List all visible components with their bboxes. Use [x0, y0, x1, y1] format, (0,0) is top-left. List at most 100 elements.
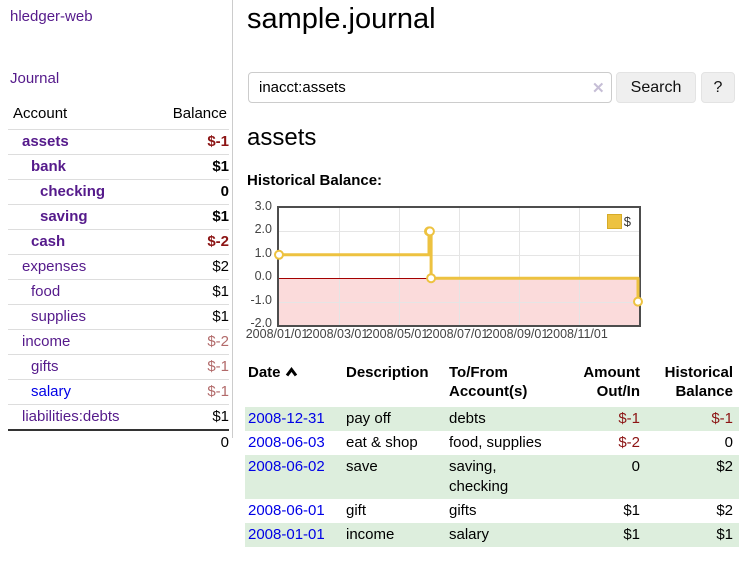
account-row: expenses $2 — [8, 254, 229, 280]
register-row: 2008-12-31 pay off debts $-1 $-1 — [245, 407, 739, 431]
accounts-total-value: 0 — [154, 429, 229, 455]
column-header-accounts: To/From Account(s) — [449, 364, 528, 400]
y-tick-label: -2.0 — [250, 316, 272, 330]
register-accounts: debts — [449, 410, 486, 427]
x-tick-label: 2008/01/01 — [245, 327, 309, 341]
column-header-date-label: Date — [248, 364, 281, 381]
register-amount: $-1 — [618, 410, 640, 427]
search-input[interactable] — [248, 72, 612, 103]
register-date-link[interactable]: 2008-06-01 — [248, 502, 325, 519]
nav-journal-link[interactable]: Journal — [10, 70, 60, 87]
account-link-gifts[interactable]: gifts — [31, 358, 59, 375]
register-balance: $2 — [716, 502, 733, 519]
register-accounts: food, supplies — [449, 434, 542, 451]
account-row: liabilities:debts $1 — [8, 404, 229, 430]
x-tick-label: 2008/07/01 — [425, 327, 489, 341]
account-link-supplies[interactable]: supplies — [31, 308, 87, 325]
y-tick-label: 2.0 — [254, 222, 272, 237]
accounts-total-row: 0 — [8, 429, 229, 455]
account-link-checking[interactable]: checking — [40, 183, 106, 200]
register-description: gift — [346, 502, 367, 519]
y-tick-label: 3.0 — [254, 199, 272, 213]
register-amount: 0 — [631, 458, 640, 475]
gridline — [519, 208, 520, 325]
register-date-link[interactable]: 2008-06-02 — [248, 458, 325, 475]
help-button[interactable]: ? — [701, 72, 735, 103]
register-table: Date Description To/From Account(s) Amou… — [245, 361, 739, 547]
balance-line-series — [274, 226, 643, 307]
account-balance: $2 — [154, 254, 229, 280]
gridline — [459, 208, 460, 325]
register-date-link[interactable]: 2008-12-31 — [248, 410, 325, 427]
x-tick-label: 2008/03/01 — [305, 327, 369, 341]
register-accounts: gifts — [449, 502, 477, 519]
register-amount: $-2 — [618, 434, 640, 451]
account-row: gifts $-1 — [8, 354, 229, 380]
account-link-expenses[interactable]: expenses — [22, 258, 87, 275]
account-link-cash[interactable]: cash — [31, 233, 66, 250]
search-button[interactable]: Search — [616, 72, 696, 103]
register-balance: 0 — [724, 434, 733, 451]
column-header-balance: Historical Balance — [664, 364, 733, 400]
data-point-marker — [633, 296, 643, 307]
account-link-liabilities-debts[interactable]: liabilities:debts — [22, 408, 120, 425]
account-link-food[interactable]: food — [31, 283, 61, 300]
register-row: 2008-06-03 eat & shop food, supplies $-2… — [245, 431, 739, 455]
gridline — [399, 208, 400, 325]
register-date-link[interactable]: 2008-06-03 — [248, 434, 325, 451]
app-brand-link[interactable]: hledger-web — [10, 8, 93, 25]
account-row: saving $1 — [8, 204, 229, 230]
register-description: eat & shop — [346, 434, 418, 451]
account-row: food $1 — [8, 279, 229, 305]
account-balance: $1 — [154, 404, 229, 430]
account-balance: $-1 — [154, 379, 229, 405]
account-link-income[interactable]: income — [22, 333, 71, 350]
register-row: 2008-06-02 save saving, checking 0 $2 — [245, 455, 739, 499]
account-balance: $-2 — [154, 229, 229, 255]
account-link-assets[interactable]: assets — [22, 133, 69, 150]
data-point-marker — [424, 226, 435, 237]
register-balance: $-1 — [711, 410, 733, 427]
legend-label: $ — [623, 214, 631, 229]
chart-x-axis: 2008/01/01 2008/03/01 2008/05/01 2008/07/01… — [246, 327, 637, 345]
accounts-table: Account Balance assets $-1 bank $1 check… — [8, 103, 229, 455]
x-tick-label: 2008/11/01 — [546, 327, 608, 341]
register-balance: $2 — [716, 458, 733, 475]
y-tick-label: 1.0 — [254, 245, 272, 260]
account-heading: assets — [247, 124, 317, 151]
chart-y-axis: 3.0 2.0 1.0 0.0 -1.0 -2.0 — [228, 199, 272, 330]
register-description: save — [346, 458, 378, 475]
account-balance: $-1 — [154, 354, 229, 380]
y-tick-label: 0.0 — [254, 269, 272, 284]
clear-search-icon[interactable]: ✕ — [592, 80, 605, 97]
data-point-marker — [426, 273, 437, 284]
account-link-salary[interactable]: salary — [31, 383, 72, 400]
chart-plot: $ — [274, 206, 643, 327]
register-accounts: saving, checking — [449, 458, 509, 495]
gridline — [339, 208, 340, 325]
account-row: income $-2 — [8, 329, 229, 355]
register-description: pay off — [346, 410, 391, 427]
account-link-saving[interactable]: saving — [40, 208, 88, 225]
register-balance: $1 — [716, 526, 733, 543]
sort-ascending-icon[interactable] — [285, 363, 298, 382]
register-date-link[interactable]: 2008-01-01 — [248, 526, 325, 543]
account-balance: $1 — [154, 279, 229, 305]
account-link-bank[interactable]: bank — [31, 158, 67, 175]
gridline — [579, 208, 580, 325]
account-row: checking 0 — [8, 179, 229, 205]
y-tick-label: -1.0 — [250, 292, 272, 307]
accounts-column-account: Account — [8, 103, 155, 130]
account-row: supplies $1 — [8, 304, 229, 330]
balance-chart: 3.0 2.0 1.0 0.0 -1.0 -2.0 $ 2008/01/01 2008/03… — [228, 199, 742, 351]
register-row: 2008-01-01 income salary $1 $1 — [245, 523, 739, 547]
accounts-column-balance: Balance — [154, 103, 229, 130]
legend-color-swatch — [606, 214, 622, 229]
column-header-date[interactable]: Date — [245, 361, 343, 407]
data-point-marker — [274, 249, 284, 260]
column-header-amount: Amount Out/In — [583, 364, 640, 400]
x-tick-label: 2008/05/01 — [365, 327, 429, 341]
accounts-header-row: Account Balance — [8, 103, 229, 130]
register-amount: $1 — [623, 502, 640, 519]
account-balance: $1 — [154, 154, 229, 180]
